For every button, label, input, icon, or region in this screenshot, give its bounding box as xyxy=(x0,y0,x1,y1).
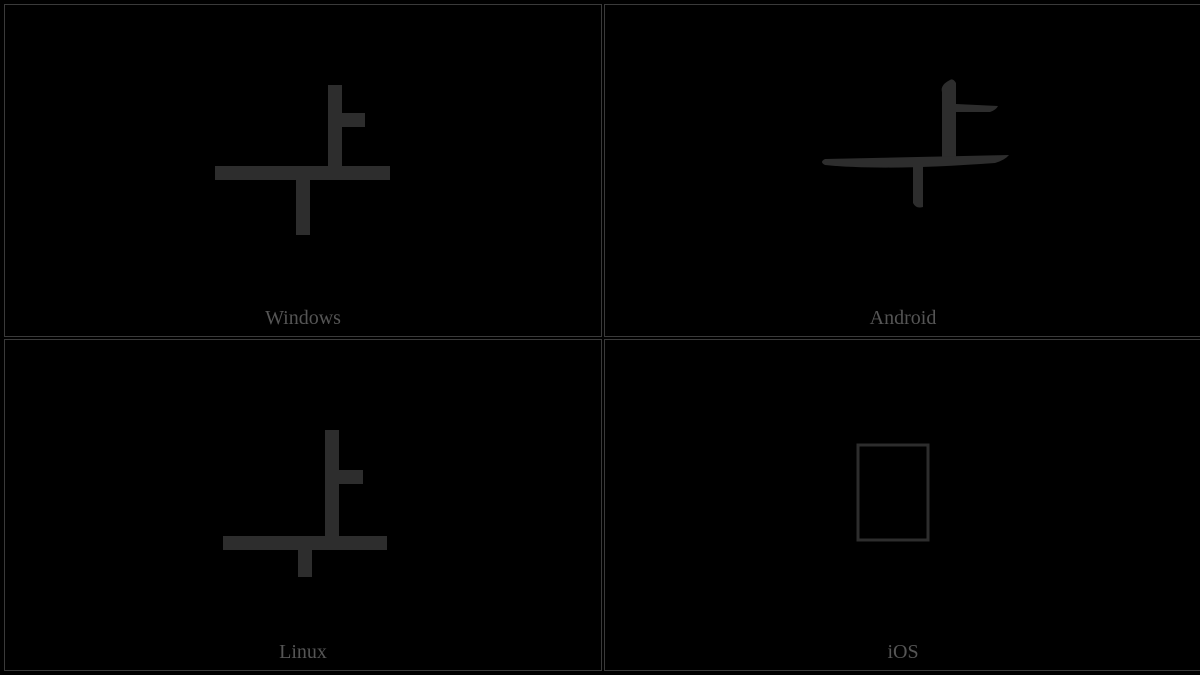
panel-linux: Linux xyxy=(4,339,602,672)
glyph-ios-missing-icon xyxy=(605,355,1200,655)
panel-windows: Windows xyxy=(4,4,602,337)
glyph-windows-icon xyxy=(5,20,601,320)
platform-label-android: Android xyxy=(605,307,1200,330)
glyph-area-android xyxy=(605,5,1200,336)
glyph-area-ios xyxy=(605,340,1200,671)
glyph-area-windows xyxy=(5,5,601,336)
panel-ios: iOS xyxy=(604,339,1200,672)
platform-label-windows: Windows xyxy=(5,307,601,330)
glyph-android-icon xyxy=(605,20,1200,320)
platform-label-ios: iOS xyxy=(605,641,1200,664)
platform-label-linux: Linux xyxy=(5,641,601,664)
glyph-linux-icon xyxy=(5,355,601,655)
panel-android: Android xyxy=(604,4,1200,337)
glyph-area-linux xyxy=(5,340,601,671)
